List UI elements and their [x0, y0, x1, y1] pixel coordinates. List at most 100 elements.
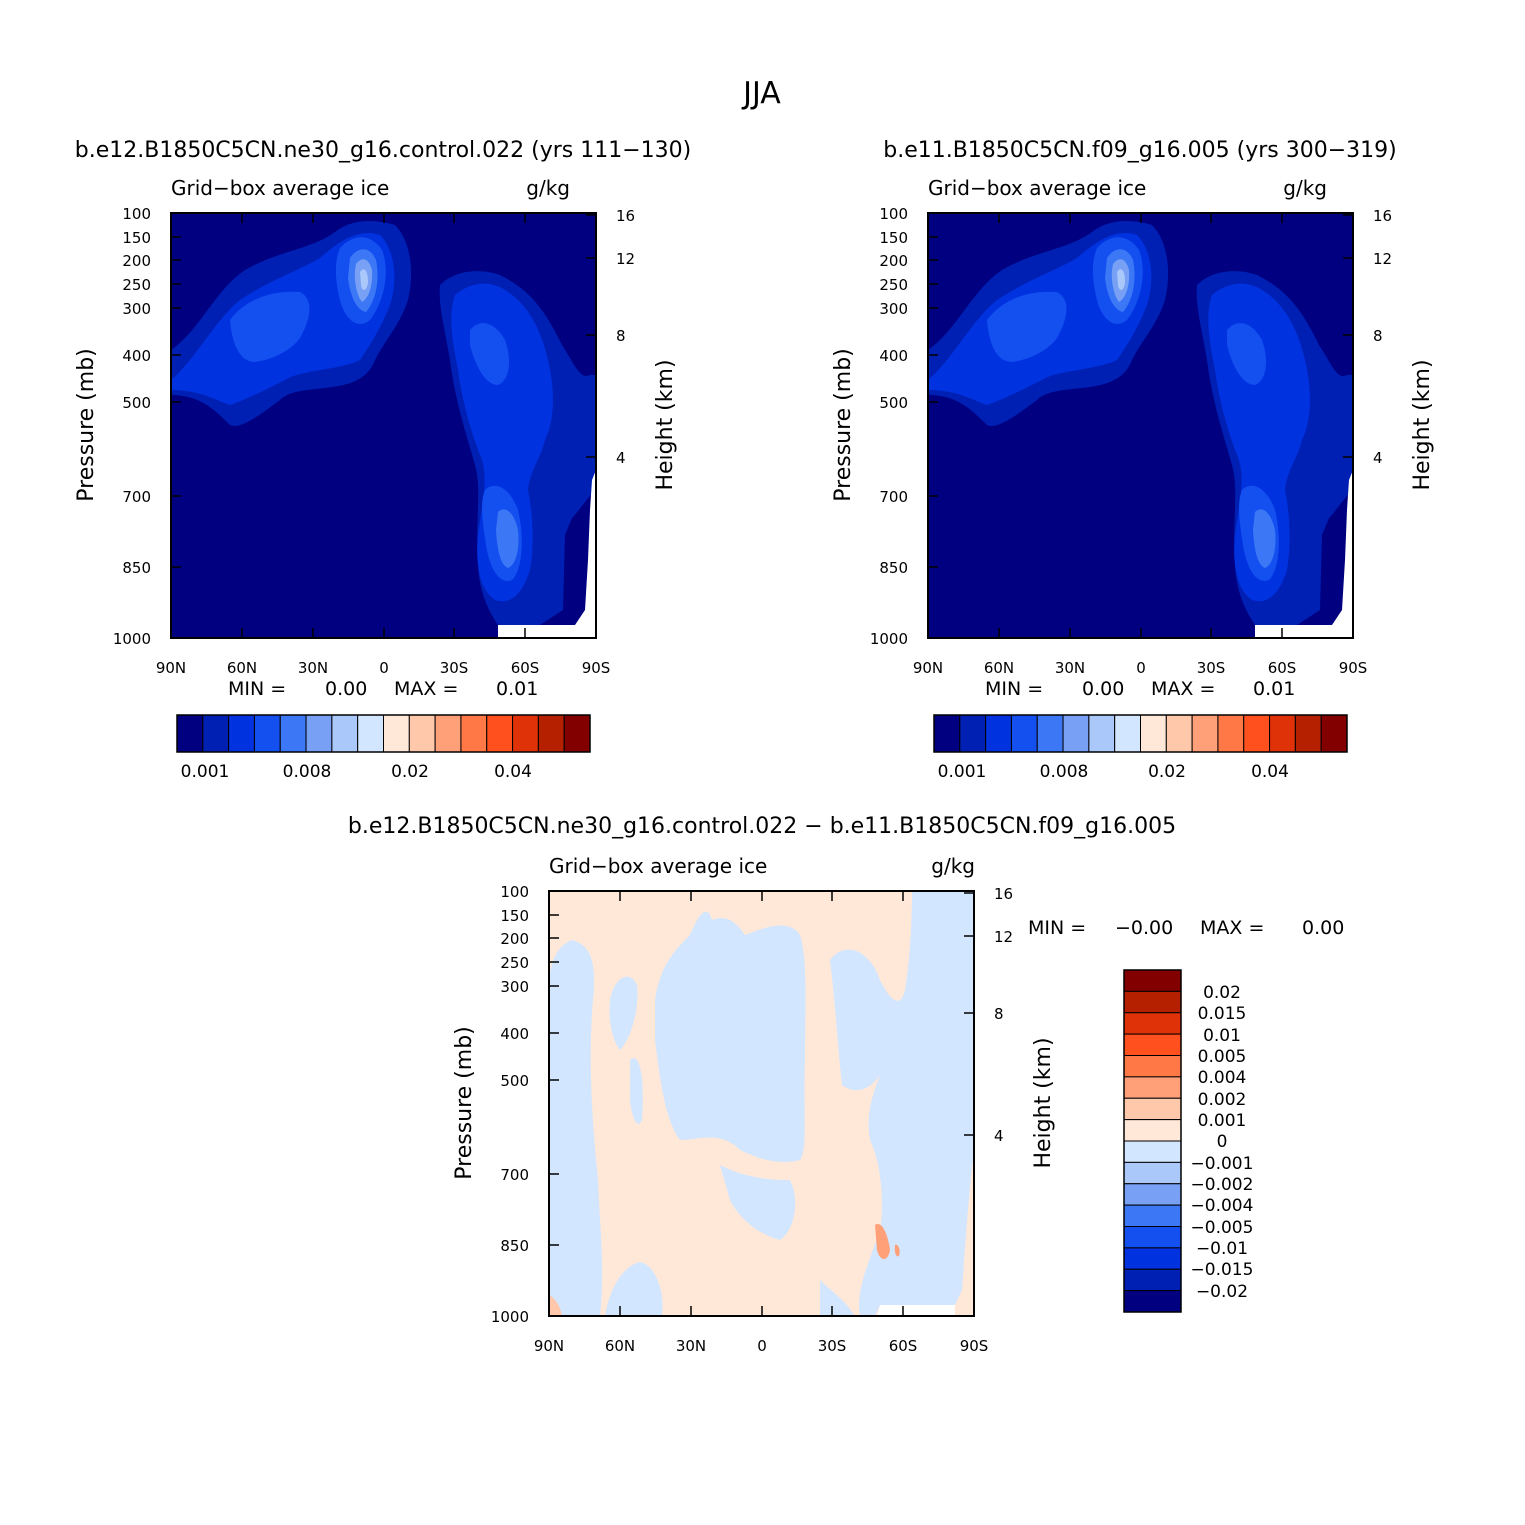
colorbar-swatch — [1123, 1161, 1182, 1185]
y-tick-label: 200 — [500, 930, 529, 948]
missing-data — [498, 470, 596, 638]
colorbar-label: 0.01 — [1203, 1026, 1241, 1046]
colorbar-swatch — [305, 714, 333, 753]
colorbar-labels: 0.02 0.015 0.01 0.005 0.004 0.002 0.001 … — [1191, 983, 1254, 1302]
colorbar-swatch — [1123, 1097, 1182, 1121]
x-tick-label: 60S — [511, 659, 540, 677]
colorbar-swatch — [563, 714, 591, 753]
x-tick-label: 30S — [1197, 659, 1226, 677]
colorbar-swatch — [176, 714, 204, 753]
y-axis-label: Pressure (mb) — [831, 348, 856, 502]
colorbar-label: 0.015 — [1198, 1004, 1247, 1024]
y-right-tick-label: 8 — [616, 327, 626, 345]
contour-band-3 — [987, 291, 1067, 362]
colorbar-swatch — [460, 714, 488, 753]
colorbar-label: 0.001 — [181, 762, 230, 782]
min-label: MIN = — [985, 678, 1043, 700]
colorbar — [1123, 969, 1182, 1313]
colorbar-swatch — [1036, 714, 1064, 753]
x-tick-label: 60N — [984, 659, 1014, 677]
y-tick-labels: 100 150 200 250 300 400 500 700 850 1000 — [113, 205, 151, 648]
negative-region — [630, 1058, 643, 1124]
colorbar-swatch — [1165, 714, 1193, 753]
y-right-tick-label: 4 — [994, 1127, 1004, 1145]
y-tick-label: 100 — [122, 205, 151, 223]
colorbar-swatch — [331, 714, 359, 753]
y-tick-label: 500 — [879, 394, 908, 412]
y-tick-label: 100 — [500, 883, 529, 901]
colorbar-labels: 0.001 0.008 0.02 0.04 — [938, 762, 1289, 782]
x-tick-label: 90N — [156, 659, 186, 677]
contour-field — [928, 213, 1353, 638]
contour-band-6 — [1117, 269, 1125, 290]
variable-label: Grid−box average ice — [171, 176, 389, 200]
x-tick-label: 30N — [676, 1337, 706, 1355]
x-tick-label: 90N — [913, 659, 943, 677]
colorbar-label: 0.02 — [1203, 983, 1241, 1003]
colorbar-swatch — [1114, 714, 1141, 753]
y-right-tick-label: 12 — [1373, 250, 1392, 268]
max-value: 0.01 — [496, 678, 538, 700]
y-tick-label: 1000 — [870, 630, 908, 648]
panel-control: b.e11.B1850C5CN.f09_g16.005 (yrs 300−319… — [831, 138, 1435, 782]
contour-band-4 — [1253, 509, 1276, 568]
x-tick-label: 30S — [818, 1337, 847, 1355]
y-right-tick-label: 4 — [1373, 449, 1383, 467]
colorbar-swatch — [1191, 714, 1219, 753]
y-right-tick-label: 12 — [616, 250, 635, 268]
x-tick-label: 60N — [605, 1337, 635, 1355]
y-right-tick-label: 8 — [1373, 327, 1383, 345]
colorbar-swatch — [1320, 714, 1348, 753]
y-axis-label: Pressure (mb) — [452, 1026, 477, 1180]
negative-region — [655, 911, 806, 1162]
y-tick-labels: 100 150 200 250 300 400 500 700 850 1000 — [870, 205, 908, 648]
colorbar-swatch — [1123, 1226, 1182, 1249]
colorbar-swatch — [1123, 1119, 1182, 1142]
colorbar-label: −0.001 — [1191, 1154, 1254, 1174]
y-tick-label: 1000 — [491, 1308, 529, 1326]
colorbar-label: 0.02 — [391, 762, 429, 782]
colorbar-label: −0.015 — [1191, 1260, 1254, 1280]
y-tick-label: 850 — [879, 559, 908, 577]
x-tick-label: 90S — [1339, 659, 1368, 677]
missing-data — [1255, 470, 1353, 638]
variable-label: Grid−box average ice — [928, 176, 1146, 200]
missing-data — [877, 1305, 955, 1316]
y-tick-label: 300 — [879, 300, 908, 318]
y-tick-label: 150 — [500, 907, 529, 925]
colorbar-label: −0.004 — [1191, 1196, 1254, 1216]
x-tick-label: 90S — [582, 659, 611, 677]
negative-region — [720, 1165, 796, 1240]
y-right-tick-labels: 16 12 8 4 — [616, 207, 635, 467]
y-tick-label: 700 — [122, 488, 151, 506]
max-label: MAX = — [394, 678, 458, 700]
colorbar-label: 0.008 — [283, 762, 332, 782]
positive-region — [549, 1295, 562, 1316]
x-tick-label: 60N — [227, 659, 257, 677]
colorbar-swatch — [1123, 1183, 1182, 1206]
x-tick-labels: 90N 60N 30N 0 30S 60S 90S — [913, 659, 1367, 677]
y-tick-label: 400 — [122, 347, 151, 365]
positive-region — [875, 1224, 890, 1259]
negative-region — [605, 1262, 663, 1316]
x-tick-labels: 90N 60N 30N 0 30S 60S 90S — [534, 1337, 988, 1355]
colorbar-swatch — [1243, 714, 1271, 753]
x-tick-label: 90S — [960, 1337, 989, 1355]
units-label: g/kg — [931, 854, 975, 878]
colorbar-label: 0.04 — [1251, 762, 1289, 782]
y-right-tick-label: 4 — [616, 449, 626, 467]
colorbar-swatch — [1123, 1140, 1182, 1163]
colorbar-swatch — [1123, 1204, 1182, 1227]
colorbar-label: −0.002 — [1191, 1175, 1254, 1195]
colorbar-swatch — [537, 714, 565, 753]
y-tick-label: 250 — [122, 276, 151, 294]
contour-field — [171, 213, 596, 638]
y-tick-label: 700 — [500, 1166, 529, 1184]
min-value: −0.00 — [1115, 917, 1173, 939]
colorbar-swatch — [408, 714, 436, 753]
colorbar-swatch — [985, 714, 1012, 753]
y-right-tick-label: 16 — [994, 885, 1013, 903]
colorbar-swatch — [1140, 714, 1167, 753]
colorbar-swatch — [202, 714, 230, 753]
x-tick-label: 60S — [1268, 659, 1297, 677]
